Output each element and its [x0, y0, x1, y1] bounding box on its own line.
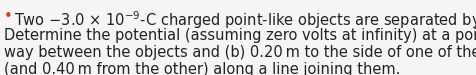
Text: Determine the potential (assuming zero volts at infinity) at a point (a) half-: Determine the potential (assuming zero v… [4, 28, 476, 43]
Text: (and 0.40 m from the other) along a line joining them.: (and 0.40 m from the other) along a line… [4, 62, 399, 75]
Text: way between the objects and (b) 0.20 m to the side of one of the objects: way between the objects and (b) 0.20 m t… [4, 45, 476, 60]
Text: •: • [4, 9, 12, 24]
Text: Two $-$3.0 $\times$ 10$^{-9}$-C charged point-like objects are separated by 0.20: Two $-$3.0 $\times$ 10$^{-9}$-C charged … [14, 9, 476, 31]
